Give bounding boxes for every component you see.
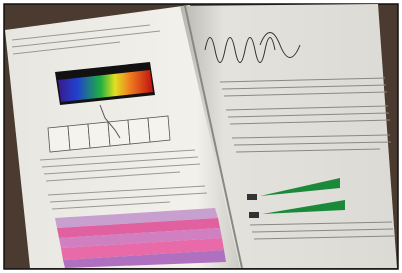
photo <box>0 0 402 273</box>
wedge-swatch <box>249 212 259 218</box>
page <box>0 0 402 273</box>
wedge-swatch <box>247 194 257 200</box>
table <box>55 208 226 268</box>
